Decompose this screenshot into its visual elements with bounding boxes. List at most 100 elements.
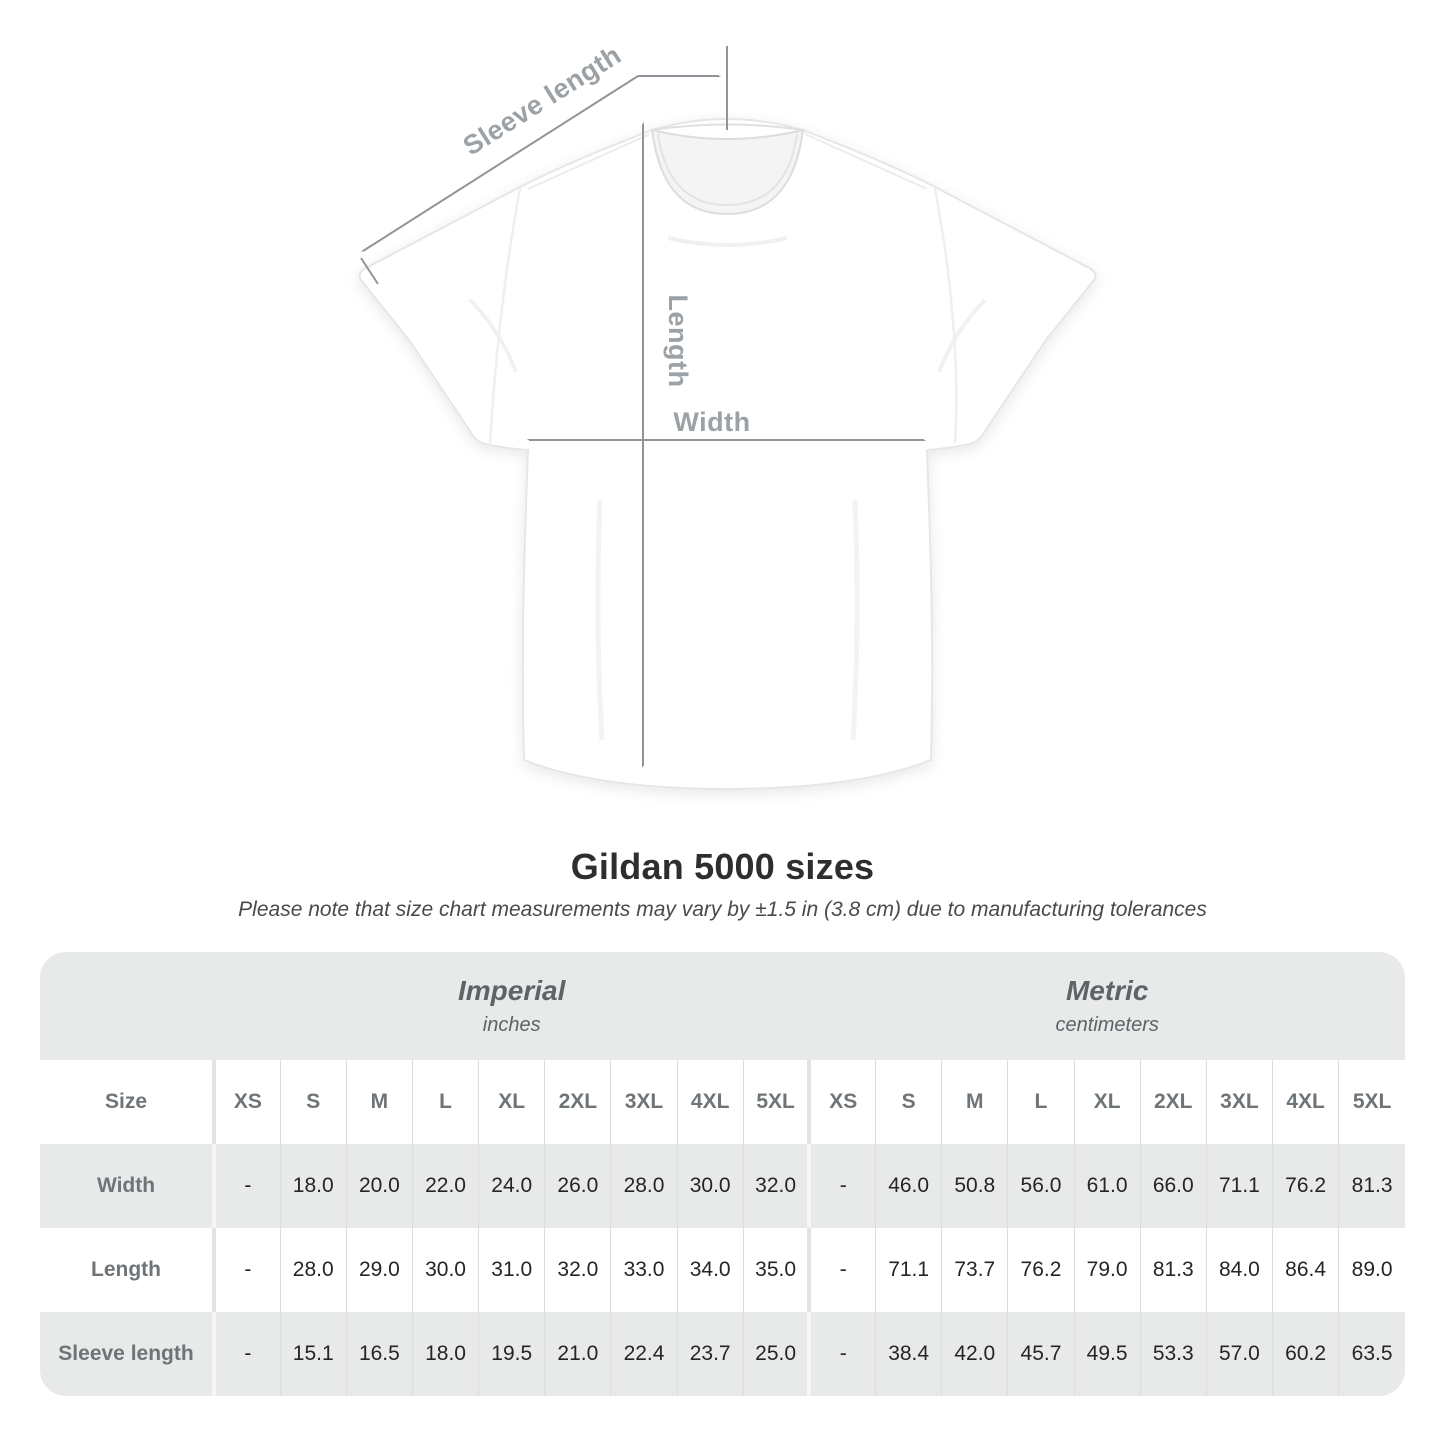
value-cell: - xyxy=(211,1228,281,1312)
table-corner-cell xyxy=(40,952,214,1060)
value-cell: 35.0 xyxy=(742,1228,810,1312)
value-cell: 73.7 xyxy=(941,1228,1008,1312)
size-header-cell: M xyxy=(941,1060,1008,1144)
value-cell: 76.2 xyxy=(1271,1144,1339,1228)
sleeve-length-dimension xyxy=(360,46,728,285)
size-row-label: Size xyxy=(40,1060,214,1144)
value-cell: 18.0 xyxy=(411,1312,479,1396)
unit-group-row: Imperial inches Metric centimeters xyxy=(40,952,1405,1060)
length-label: Length xyxy=(663,295,693,388)
value-cell: 79.0 xyxy=(1073,1228,1141,1312)
size-header-cell: XS xyxy=(211,1060,281,1144)
row-label: Length xyxy=(40,1228,214,1312)
size-header-cell: 4XL xyxy=(676,1060,744,1144)
size-header-cell: L xyxy=(411,1060,479,1144)
size-header-cell: L xyxy=(1007,1060,1075,1144)
value-cell: 21.0 xyxy=(544,1312,611,1396)
collar xyxy=(650,128,805,216)
value-cell: 19.5 xyxy=(478,1312,545,1396)
value-cell: 18.0 xyxy=(279,1144,347,1228)
heading: Gildan 5000 sizes Please note that size … xyxy=(0,846,1445,922)
value-cell: 42.0 xyxy=(941,1312,1008,1396)
value-cell: 86.4 xyxy=(1271,1228,1339,1312)
group-header-metric: Metric centimeters xyxy=(809,952,1405,1060)
row-label: Sleeve length xyxy=(40,1312,214,1396)
value-cell: - xyxy=(807,1228,876,1312)
size-header-cell: 2XL xyxy=(544,1060,611,1144)
value-cell: 61.0 xyxy=(1073,1144,1141,1228)
size-header-cell: S xyxy=(279,1060,347,1144)
value-cell: 53.3 xyxy=(1139,1312,1207,1396)
size-header-cell: XL xyxy=(1073,1060,1141,1144)
value-cell: 22.4 xyxy=(610,1312,678,1396)
value-cell: 57.0 xyxy=(1205,1312,1273,1396)
value-cell: - xyxy=(211,1312,281,1396)
value-cell: 26.0 xyxy=(544,1144,611,1228)
value-cell: 50.8 xyxy=(941,1144,1008,1228)
value-cell: 30.0 xyxy=(411,1228,479,1312)
value-cell: 22.0 xyxy=(411,1144,479,1228)
value-cell: 46.0 xyxy=(875,1144,942,1228)
size-header-cell: 3XL xyxy=(610,1060,678,1144)
measurement-row: Length -28.0 29.0 30.0 31.0 32.0 33.0 34.0 35.0-… xyxy=(40,1228,1405,1312)
tshirt-diagram-svg: Sleeve length Length Width xyxy=(358,39,1097,791)
group-header-imperial: Imperial inches xyxy=(214,952,810,1060)
measurement-row: Width -18.0 20.0 22.0 24.0 26.0 28.0 30.0 32.0-4… xyxy=(40,1144,1405,1228)
size-header-cell: S xyxy=(875,1060,942,1144)
size-table: Imperial inches Metric centimeters Size … xyxy=(40,952,1405,1396)
value-cell: 32.0 xyxy=(544,1228,611,1312)
tshirt-graphic xyxy=(358,118,1097,791)
value-cell: 23.7 xyxy=(676,1312,744,1396)
value-cell: 16.5 xyxy=(345,1312,413,1396)
imperial-unit: inches xyxy=(482,1014,541,1036)
value-cell: 34.0 xyxy=(676,1228,744,1312)
value-cell: 15.1 xyxy=(279,1312,347,1396)
value-cell: 60.2 xyxy=(1271,1312,1339,1396)
value-cell: 28.0 xyxy=(610,1144,678,1228)
value-cell: 32.0 xyxy=(742,1144,810,1228)
value-cell: - xyxy=(807,1312,876,1396)
size-header-cell: 3XL xyxy=(1205,1060,1273,1144)
value-cell: 89.0 xyxy=(1338,1228,1405,1312)
row-label: Width xyxy=(40,1144,214,1228)
value-cell: 28.0 xyxy=(279,1228,347,1312)
value-cell: 38.4 xyxy=(875,1312,942,1396)
value-cell: 81.3 xyxy=(1338,1144,1405,1228)
value-cell: 71.1 xyxy=(875,1228,942,1312)
size-diagram: Sleeve length Length Width xyxy=(358,39,1097,791)
size-header-cell: XS xyxy=(807,1060,876,1144)
size-header-cell: 5XL xyxy=(1338,1060,1405,1144)
size-header-cell: XL xyxy=(478,1060,545,1144)
value-cell: 31.0 xyxy=(478,1228,545,1312)
measurement-row: Sleeve length -15.1 16.5 18.0 19.5 21.0 22.4 23… xyxy=(40,1312,1405,1396)
size-header-cell: 2XL xyxy=(1139,1060,1207,1144)
value-cell: 84.0 xyxy=(1205,1228,1273,1312)
value-cell: 33.0 xyxy=(610,1228,678,1312)
value-cell: 81.3 xyxy=(1139,1228,1207,1312)
imperial-label: Imperial xyxy=(458,975,566,1006)
value-cell: 76.2 xyxy=(1007,1228,1075,1312)
value-cell: 56.0 xyxy=(1007,1144,1075,1228)
size-header-cell: M xyxy=(345,1060,413,1144)
value-cell: 63.5 xyxy=(1338,1312,1405,1396)
width-label: Width xyxy=(673,407,750,437)
value-cell: 30.0 xyxy=(676,1144,744,1228)
size-header-cell: 5XL xyxy=(742,1060,810,1144)
value-cell: 49.5 xyxy=(1073,1312,1141,1396)
sleeve-end-tick xyxy=(360,257,379,285)
value-cell: - xyxy=(807,1144,876,1228)
metric-unit: centimeters xyxy=(1055,1014,1159,1036)
size-table-container: Imperial inches Metric centimeters Size … xyxy=(40,952,1405,1396)
value-cell: 29.0 xyxy=(345,1228,413,1312)
page-title: Gildan 5000 sizes xyxy=(570,846,875,887)
size-header-row: Size XS S M L XL 2XL 3XL 4XL 5XL XS S M L XL 2XL 3XL 4XL… xyxy=(40,1060,1405,1144)
page-subtitle: Please note that size chart measurements… xyxy=(238,898,1207,921)
value-cell: - xyxy=(211,1144,281,1228)
metric-label: Metric xyxy=(1065,975,1149,1006)
value-cell: 24.0 xyxy=(478,1144,545,1228)
value-cell: 71.1 xyxy=(1205,1144,1273,1228)
value-cell: 20.0 xyxy=(345,1144,413,1228)
value-cell: 66.0 xyxy=(1139,1144,1207,1228)
size-table-body: Imperial inches Metric centimeters Size … xyxy=(40,952,1405,1396)
value-cell: 45.7 xyxy=(1007,1312,1075,1396)
